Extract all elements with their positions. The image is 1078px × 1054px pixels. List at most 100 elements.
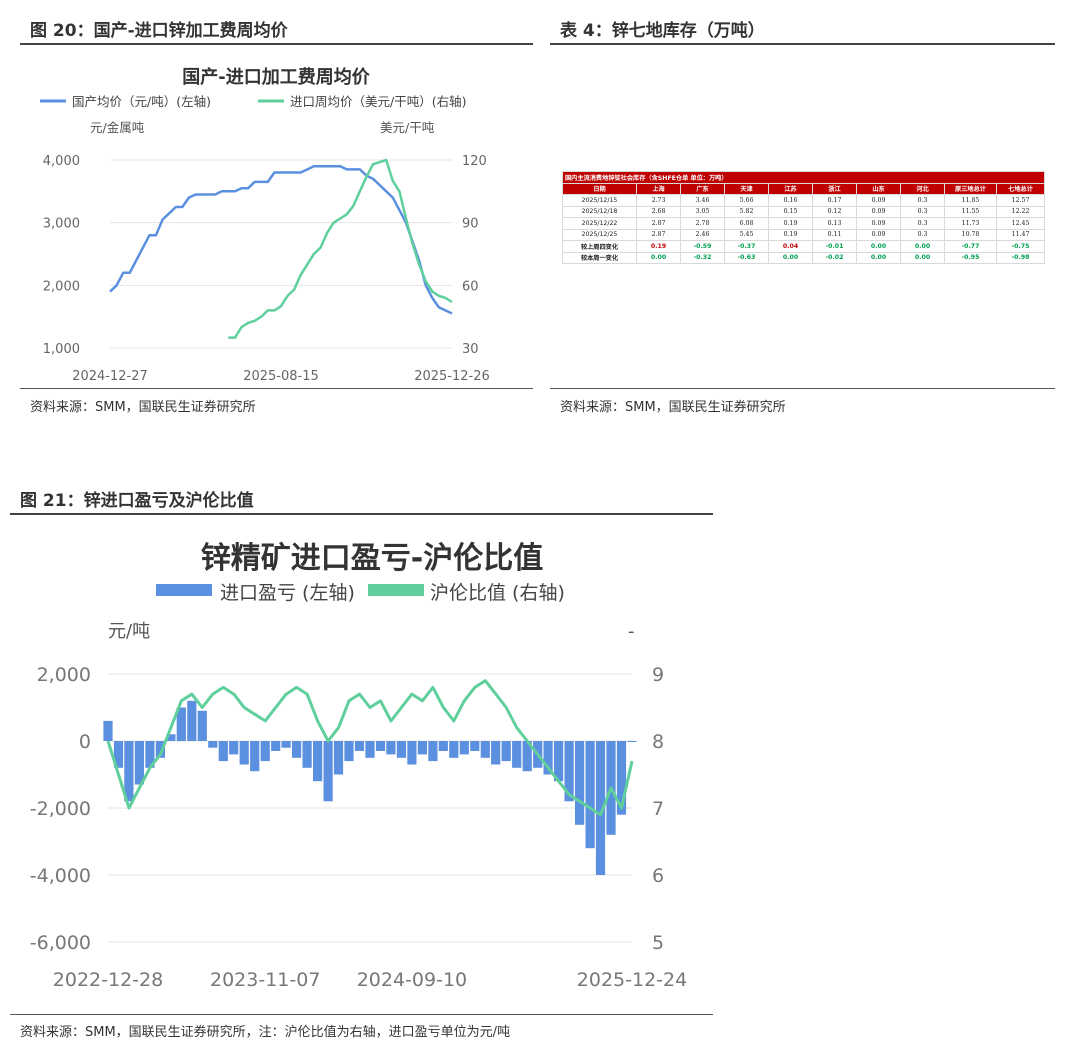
profit-bar	[627, 741, 637, 742]
table-header-cell: 天津	[724, 182, 769, 195]
y-right-tick: 9	[652, 664, 664, 686]
table-cell: 0.00	[856, 240, 901, 253]
table-cell: -0.02	[812, 251, 857, 264]
table-cell: 11.47	[995, 228, 1046, 241]
table-cell: 0.3	[900, 205, 945, 218]
table-cell: 11.73	[944, 217, 997, 230]
y-left-tick: 1,000	[43, 342, 80, 357]
series-line-ratio	[106, 679, 634, 817]
profit-bar	[176, 707, 186, 741]
legend-swatch-ratio	[368, 584, 424, 596]
profit-bar	[407, 741, 417, 765]
table-cell: 3.05	[680, 205, 725, 218]
table-header-cell: 七地总计	[995, 182, 1046, 195]
table-header-cell: 原三地总计	[944, 182, 997, 195]
y-left-tick: 2,000	[37, 664, 91, 686]
table-row: 2025/12/25 2.87 2.46 5.45 0.19 0.11 0.09 0.3 10.…	[562, 228, 1046, 241]
table-cell: -0.32	[680, 251, 725, 264]
profit-bar	[554, 741, 564, 782]
table-change-row: 较本周一变化 0.00 -0.32 -0.63 0.00 -0.02 0.00 0.00 -0.…	[562, 251, 1046, 264]
profit-bar	[260, 741, 270, 762]
profit-bar	[145, 741, 155, 768]
fig21-heading-rule	[10, 513, 713, 515]
table-cell: -0.75	[995, 240, 1046, 253]
table-cell: 0.3	[900, 217, 945, 230]
table-cell: 0.00	[900, 251, 945, 264]
table-cell: 3.46	[680, 194, 725, 207]
profit-bar	[365, 741, 375, 758]
table-cell: 2025/12/25	[562, 228, 637, 241]
x-tick: 2025-12-24	[577, 969, 687, 991]
table-cell: 12.22	[995, 205, 1046, 218]
table-cell: 2.73	[636, 194, 681, 207]
x-tick: 2024-12-27	[72, 369, 148, 384]
y-left-tick: 4,000	[43, 154, 80, 169]
table-header-cell: 浙江	[812, 182, 857, 195]
fig20-heading: 图 20：国产-进口锌加工费周均价	[30, 21, 288, 41]
profit-bar	[208, 741, 218, 748]
table-cell: 5.82	[724, 205, 769, 218]
profit-bar	[187, 700, 197, 741]
legend-label-profit: 进口盈亏 (左轴)	[220, 582, 355, 604]
profit-bar	[375, 741, 386, 751]
y-right-tick: 6	[652, 865, 664, 887]
table-cell: 2.78	[680, 217, 725, 230]
table-header-cell: 日期	[562, 182, 637, 195]
table-cell: -0.37	[724, 240, 769, 253]
table-row: 2025/12/22 2.87 2.78 6.08 0.19 0.13 0.09 0.3 11.…	[562, 217, 1046, 230]
table-cell: 10.78	[944, 228, 997, 241]
profit-bar	[512, 741, 522, 768]
table-cell: 0.00	[856, 251, 901, 264]
profit-bar	[491, 741, 501, 765]
table-header-cell: 江苏	[768, 182, 813, 195]
profit-bar	[292, 741, 302, 758]
left-axis-unit: 元/金属吨	[90, 120, 145, 135]
x-tick: 2022-12-28	[53, 969, 163, 991]
table-cell: 0.00	[768, 251, 813, 264]
profit-bar	[281, 741, 291, 748]
table-cell: 0.13	[812, 217, 857, 230]
profit-bar	[522, 741, 532, 772]
table-caption: 国内主流消费地锌锭社会库存（含SHFE仓单 单位：万吨）	[561, 171, 1046, 184]
profit-bar	[302, 741, 312, 768]
table-cell: 11.55	[944, 205, 997, 218]
right-axis-unit: -	[628, 621, 635, 642]
x-tick: 2024-09-10	[357, 969, 467, 991]
profit-bar	[239, 741, 249, 765]
legend-label-ratio: 沪伦比值 (右轴)	[430, 582, 565, 604]
table-cell: 较上周四变化	[562, 240, 637, 253]
table-cell: 12.57	[995, 194, 1046, 207]
y-right-tick: 30	[462, 342, 479, 357]
profit-bar	[113, 741, 124, 768]
left-axis-unit: 元/吨	[108, 621, 150, 642]
profit-bar	[449, 741, 459, 758]
table-cell: 0.19	[636, 240, 681, 253]
table-cell: 0.11	[812, 228, 857, 241]
profit-bar	[417, 741, 427, 755]
fig20-bottom-rule	[20, 388, 533, 389]
table-cell: 0.3	[900, 228, 945, 241]
fig20-heading-rule	[20, 43, 533, 45]
y-right-tick: 60	[462, 279, 479, 294]
table-cell: 2.87	[636, 217, 681, 230]
right-axis-unit: 美元/干吨	[380, 120, 435, 135]
table-row: 2025/12/18 2.68 3.05 5.82 0.15 0.12 0.09 0.3 11.…	[562, 205, 1046, 218]
table-cell: 0.04	[768, 240, 813, 253]
tab4-heading-rule	[550, 43, 1055, 45]
y-left-tick: 2,000	[43, 279, 80, 294]
table-header-cell: 上海	[636, 182, 681, 195]
x-tick: 2023-11-07	[210, 969, 320, 991]
profit-bar	[595, 741, 606, 875]
table-cell: 0.09	[856, 228, 901, 241]
profit-bar	[333, 741, 344, 775]
table-cell: 12.45	[995, 217, 1046, 230]
table-header-cell: 河北	[900, 182, 945, 195]
tab4-source: 资料来源：SMM，国联民生证券研究所	[560, 400, 786, 415]
profit-bar	[155, 741, 165, 758]
y-right-tick: 5	[652, 932, 664, 954]
y-left-tick: 0	[79, 731, 91, 753]
y-right-tick: 120	[462, 154, 487, 169]
profit-bar	[344, 741, 354, 762]
profit-bar	[564, 741, 574, 802]
table-row: 2025/12/15 2.73 3.46 5.66 0.16 0.17 0.09 0.3 11.…	[562, 194, 1046, 207]
